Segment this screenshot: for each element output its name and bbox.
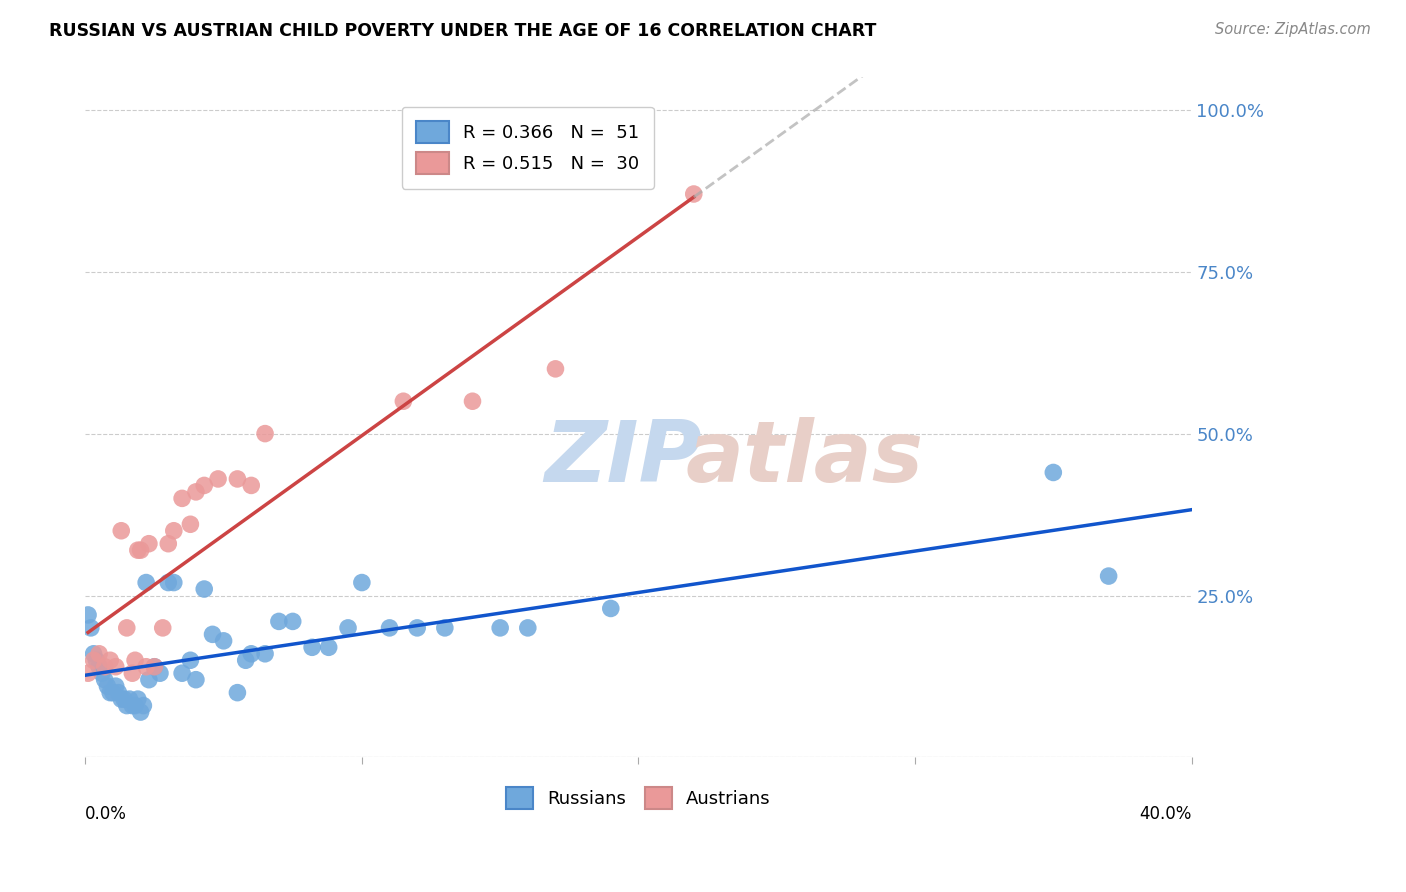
Point: [80, 621, 103, 635]
Point: [1042, 466, 1064, 480]
Point: [124, 653, 146, 667]
Point: [86, 653, 108, 667]
Point: [281, 615, 304, 629]
Point: [89, 647, 111, 661]
Point: [301, 640, 323, 655]
Point: [83, 647, 105, 661]
Point: [110, 692, 132, 706]
Point: [104, 679, 127, 693]
Text: atlas: atlas: [686, 417, 924, 500]
Point: [254, 426, 277, 441]
Point: [337, 621, 360, 635]
Point: [226, 686, 249, 700]
Point: [115, 698, 138, 713]
Point: [406, 621, 429, 635]
Point: [101, 686, 124, 700]
Point: [77, 666, 100, 681]
Point: [157, 537, 180, 551]
Point: [267, 615, 290, 629]
Point: [172, 666, 194, 681]
Text: RUSSIAN VS AUSTRIAN CHILD POVERTY UNDER THE AGE OF 16 CORRELATION CHART: RUSSIAN VS AUSTRIAN CHILD POVERTY UNDER …: [49, 22, 876, 40]
Text: Source: ZipAtlas.com: Source: ZipAtlas.com: [1215, 22, 1371, 37]
Point: [172, 491, 194, 506]
Point: [104, 659, 127, 673]
Point: [201, 627, 224, 641]
Point: [152, 621, 174, 635]
Point: [193, 582, 215, 596]
Point: [184, 484, 207, 499]
Point: [89, 659, 111, 673]
Point: [115, 621, 138, 635]
Point: [129, 543, 152, 558]
Point: [121, 698, 143, 713]
Point: [121, 666, 143, 681]
Point: [77, 607, 100, 622]
Point: [489, 621, 512, 635]
Point: [132, 698, 155, 713]
Point: [1097, 569, 1119, 583]
Point: [124, 698, 146, 713]
Point: [96, 679, 118, 693]
Text: ZIP: ZIP: [544, 417, 702, 500]
Point: [461, 394, 484, 409]
Point: [107, 686, 129, 700]
Point: [212, 633, 235, 648]
Point: [112, 692, 135, 706]
Point: [135, 575, 157, 590]
Point: [226, 472, 249, 486]
Legend: Russians, Austrians: Russians, Austrians: [499, 780, 778, 816]
Point: [98, 653, 121, 667]
Point: [127, 692, 149, 706]
Point: [544, 362, 567, 376]
Point: [433, 621, 456, 635]
Point: [118, 692, 141, 706]
Text: 40.0%: 40.0%: [1139, 805, 1192, 823]
Point: [240, 478, 263, 492]
Point: [392, 394, 415, 409]
Point: [135, 659, 157, 673]
Point: [350, 575, 373, 590]
Point: [90, 666, 112, 681]
Point: [98, 686, 121, 700]
Point: [83, 653, 105, 667]
Point: [149, 666, 172, 681]
Point: [163, 524, 186, 538]
Point: [207, 472, 229, 486]
Point: [184, 673, 207, 687]
Point: [129, 705, 152, 719]
Point: [127, 543, 149, 558]
Point: [378, 621, 401, 635]
Point: [682, 186, 704, 201]
Point: [179, 653, 201, 667]
Point: [143, 659, 166, 673]
Point: [235, 653, 257, 667]
Point: [254, 647, 277, 661]
Point: [516, 621, 538, 635]
Point: [599, 601, 621, 615]
Text: 0.0%: 0.0%: [86, 805, 127, 823]
Point: [163, 575, 186, 590]
Point: [318, 640, 340, 655]
Point: [110, 524, 132, 538]
Point: [240, 647, 263, 661]
Point: [138, 537, 160, 551]
Point: [93, 659, 115, 673]
Point: [179, 517, 201, 532]
Point: [93, 673, 115, 687]
Point: [143, 659, 166, 673]
Point: [138, 673, 160, 687]
Point: [157, 575, 180, 590]
Point: [193, 478, 215, 492]
